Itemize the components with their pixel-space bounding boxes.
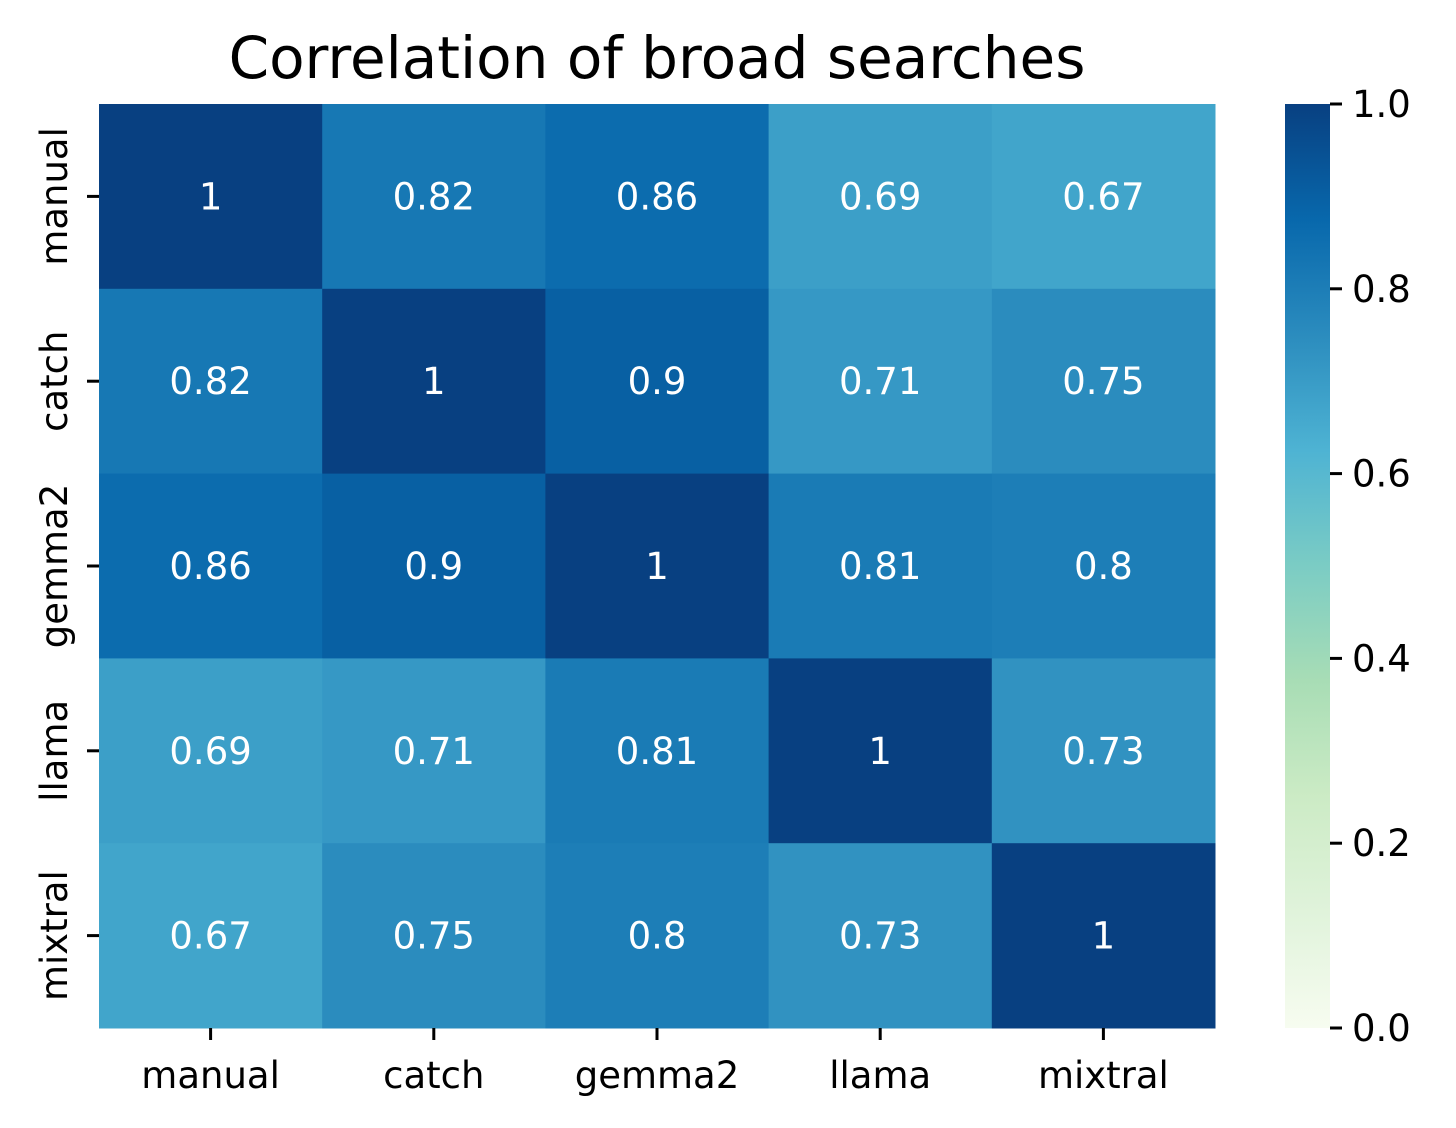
colorbar-tick-label-0: 0.0 <box>1352 1007 1411 1050</box>
heatmap-cell-0-2 <box>545 104 770 290</box>
cell-value-label-3-1: 0.71 <box>393 730 475 773</box>
heatmap-cell-0-1 <box>322 104 546 290</box>
cell-value-label-1-1: 1 <box>422 360 446 403</box>
cell-value-label-2-4: 0.8 <box>1074 545 1133 588</box>
cell-value-label-4-2: 0.8 <box>628 915 687 958</box>
heatmap-cell-2-0 <box>99 473 323 659</box>
heatmap-cell-2-1 <box>322 473 546 659</box>
x-tick-label-manual: manual <box>141 1054 280 1097</box>
heatmap-cell-1-3 <box>768 288 993 475</box>
cell-value-label-3-3: 1 <box>868 730 892 773</box>
cell-value-label-3-4: 0.73 <box>1062 730 1144 773</box>
cell-value-label-1-0: 0.82 <box>169 360 251 403</box>
heatmap-cell-2-2 <box>545 473 770 659</box>
cell-value-label-4-0: 0.67 <box>169 915 251 958</box>
x-tick-label-catch: catch <box>383 1054 484 1097</box>
heatmap-cell-1-4 <box>991 288 1216 475</box>
y-tick-label-catch: catch <box>33 331 76 432</box>
heatmap-cell-4-2 <box>545 843 770 1029</box>
y-axis: manual catch gemma2 llama mixtral <box>33 127 99 1001</box>
heatmap-cell-4-3 <box>768 843 993 1029</box>
colorbar-tick-label-4: 0.8 <box>1352 268 1411 311</box>
cell-value-label-0-1: 0.82 <box>393 175 475 218</box>
x-tick-label-gemma2: gemma2 <box>575 1054 740 1097</box>
y-tick-label-llama: llama <box>33 700 76 802</box>
heatmap-cell-4-0 <box>99 843 323 1029</box>
cell-value-label-0-3: 0.69 <box>839 175 921 218</box>
cell-value-label-2-1: 0.9 <box>404 545 463 588</box>
chart-title: Correlation of broad searches <box>229 24 1086 92</box>
cell-value-label-0-4: 0.67 <box>1062 175 1144 218</box>
heatmap-cell-2-4 <box>991 473 1216 659</box>
heatmap-cell-1-2 <box>545 288 770 475</box>
cell-value-label-1-3: 0.71 <box>839 360 921 403</box>
heatmap-cell-3-3 <box>768 658 993 844</box>
y-tick-label-gemma2: gemma2 <box>33 484 76 649</box>
cell-value-label-1-2: 0.9 <box>628 360 687 403</box>
y-tick-label-mixtral: mixtral <box>33 870 76 1001</box>
x-tick-label-llama: llama <box>829 1054 931 1097</box>
heatmap-cell-0-0 <box>99 104 323 290</box>
cell-value-label-0-0: 1 <box>199 175 223 218</box>
colorbar-tick-label-1: 0.2 <box>1352 822 1411 865</box>
cell-value-label-3-2: 0.81 <box>616 730 698 773</box>
cell-value-label-2-3: 0.81 <box>839 545 921 588</box>
heatmap-cell-3-4 <box>991 658 1216 844</box>
y-tick-label-manual: manual <box>33 127 76 266</box>
heatmap-cells: 1 0.82 0.86 0.69 0.67 0.82 1 0.9 0.71 0.75 0.86 0.9… <box>99 104 1216 1029</box>
colorbar: 0.0 0.2 0.4 0.6 0.8 1.0 <box>1285 83 1411 1050</box>
heatmap-cell-4-1 <box>322 843 546 1029</box>
heatmap-cell-0-3 <box>768 104 993 290</box>
cell-value-label-1-4: 0.75 <box>1062 360 1144 403</box>
heatmap-cell-1-0 <box>99 288 323 475</box>
cell-value-label-4-3: 0.73 <box>839 915 921 958</box>
x-axis: manual catch gemma2 llama mixtral <box>141 1028 1169 1097</box>
colorbar-gradient <box>1285 104 1330 1028</box>
colorbar-tick-label-2: 0.4 <box>1352 637 1411 680</box>
heatmap-cell-1-1 <box>322 288 546 475</box>
cell-value-label-2-2: 1 <box>645 545 669 588</box>
cell-value-label-4-4: 1 <box>1092 915 1116 958</box>
cell-value-label-0-2: 0.86 <box>616 175 698 218</box>
cell-value-label-2-0: 0.86 <box>169 545 251 588</box>
heatmap-cell-2-3 <box>768 473 993 659</box>
heatmap-cell-3-2 <box>545 658 770 844</box>
x-tick-label-mixtral: mixtral <box>1038 1054 1169 1097</box>
heatmap-cell-3-1 <box>322 658 546 844</box>
heatmap-cell-0-4 <box>991 104 1216 290</box>
colorbar-tick-label-3: 0.6 <box>1352 453 1411 496</box>
cell-value-label-4-1: 0.75 <box>393 915 475 958</box>
colorbar-tick-label-5: 1.0 <box>1352 83 1411 126</box>
heatmap-cell-4-4 <box>991 843 1216 1029</box>
heatmap-cell-3-0 <box>99 658 323 844</box>
cell-value-label-3-0: 0.69 <box>169 730 251 773</box>
